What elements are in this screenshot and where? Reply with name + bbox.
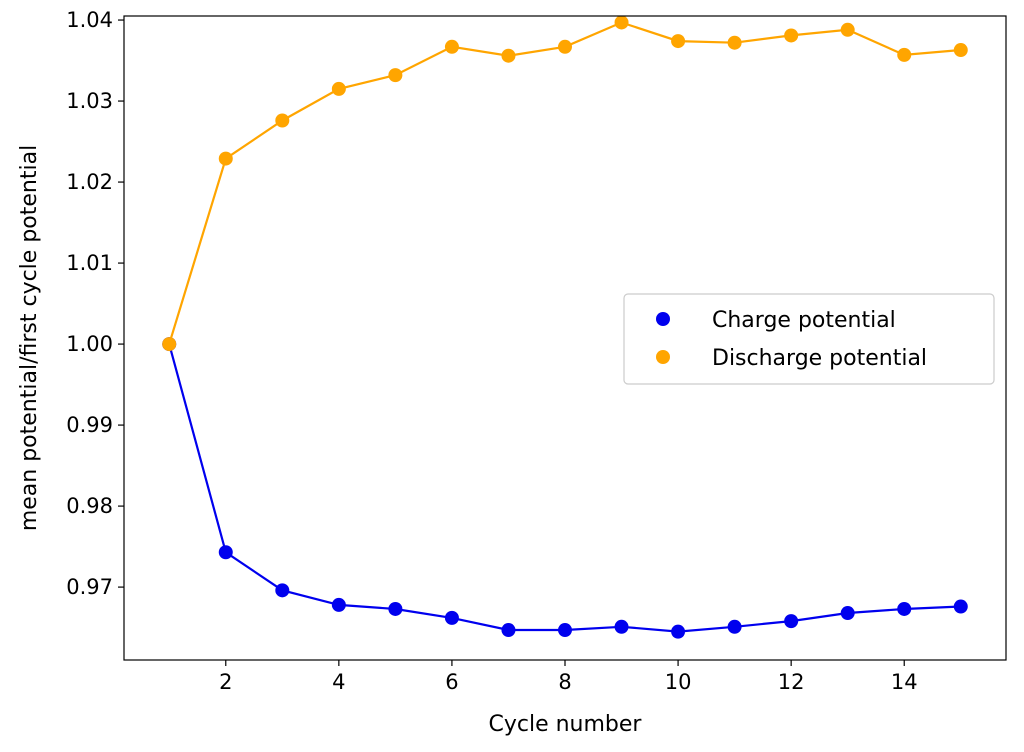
y-tick-label: 1.00 [66, 332, 113, 356]
series-layer [162, 15, 968, 639]
x-tick-label: 6 [445, 670, 458, 694]
discharge-potential-point [727, 35, 742, 50]
discharge-potential-point [784, 28, 799, 43]
legend: Charge potential Discharge potential [623, 293, 995, 385]
charge-potential-point [953, 599, 968, 614]
discharge-potential-point [897, 47, 912, 62]
x-axis: 2 4 6 8 10 12 14 [219, 660, 918, 694]
x-tick-label: 4 [332, 670, 345, 694]
y-tick-label: 1.04 [66, 8, 113, 32]
y-axis: 0.97 0.98 0.99 1.00 1.01 1.02 1.03 1.04 [66, 8, 124, 599]
legend-label: Charge potential [712, 308, 896, 333]
charge-potential-point [388, 601, 403, 616]
x-tick-label: 10 [665, 670, 692, 694]
charge-potential-point [501, 623, 516, 638]
discharge-potential-point [671, 34, 686, 49]
discharge-potential-point [162, 337, 177, 352]
discharge-potential-point [614, 15, 629, 30]
charge-potential-point [331, 597, 346, 612]
charge-potential-point [275, 583, 290, 598]
discharge-potential-point [558, 39, 572, 54]
x-tick-label: 2 [219, 670, 232, 694]
discharge-potential-point [501, 48, 516, 63]
discharge-potential-point [275, 113, 290, 128]
legend-label: Discharge potential [712, 346, 927, 371]
legend-box [623, 293, 995, 385]
charge-potential-point [784, 614, 799, 629]
y-tick-label: 0.99 [66, 413, 113, 437]
charge-potential-point [444, 610, 459, 625]
x-tick-label: 14 [891, 670, 918, 694]
discharge-potential-point [444, 39, 459, 54]
y-tick-label: 0.98 [66, 494, 113, 518]
y-tick-label: 0.97 [66, 575, 113, 599]
y-tick-label: 1.03 [66, 89, 113, 113]
x-tick-label: 8 [558, 670, 571, 694]
legend-marker [656, 350, 670, 364]
charge-potential-point [897, 601, 912, 616]
discharge-potential-point [388, 68, 403, 83]
charge-potential-point [840, 606, 855, 621]
discharge-potential-point [218, 151, 233, 166]
y-axis-title: mean potential/first cycle potential [17, 145, 42, 531]
charge-potential-point [218, 545, 233, 560]
x-axis-title: Cycle number [489, 712, 643, 737]
charge-potential-point [727, 619, 742, 634]
y-tick-label: 1.01 [66, 251, 113, 275]
x-tick-label: 12 [778, 670, 805, 694]
charge-potential-point [614, 619, 629, 634]
charge-potential-point [671, 624, 686, 639]
charge-potential-point [558, 623, 572, 638]
legend-marker [656, 312, 670, 326]
discharge-potential-point [331, 81, 346, 96]
discharge-potential-point [840, 22, 855, 37]
y-tick-label: 1.02 [66, 170, 113, 194]
discharge-potential-point [953, 43, 968, 58]
